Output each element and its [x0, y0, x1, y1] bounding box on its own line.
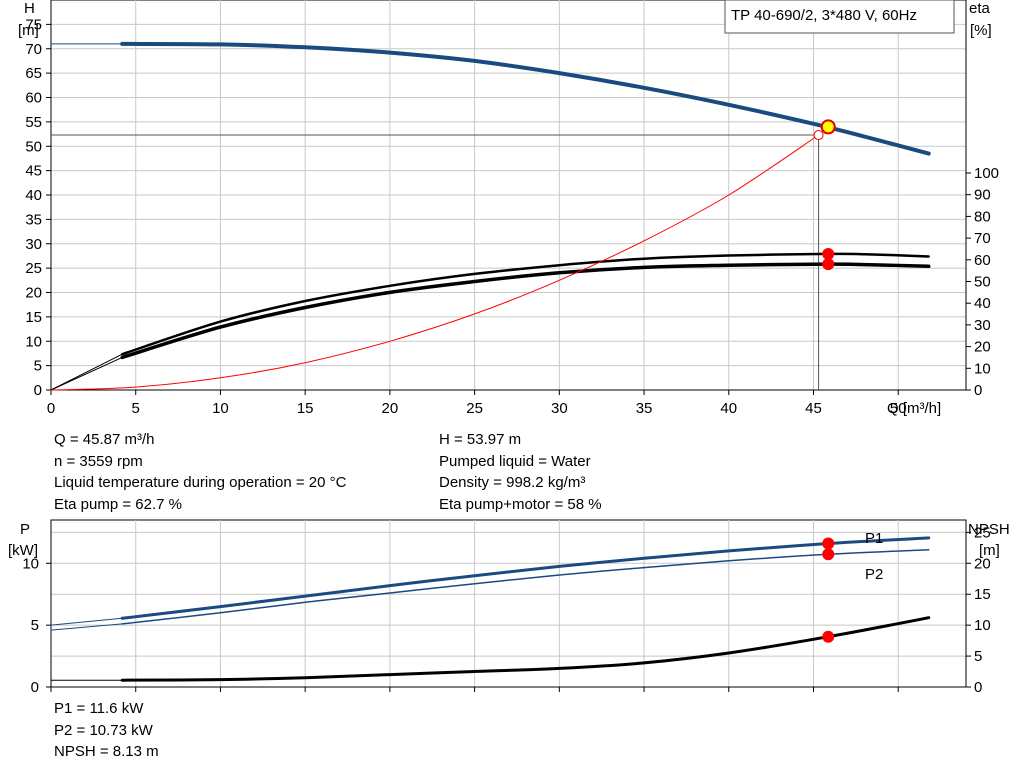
efficiency-marker-0: [822, 247, 835, 260]
npsh-tick-label: 25: [974, 524, 991, 541]
p2-series-label: P2: [865, 566, 883, 583]
info-eta-pump: Eta pump = 62.7 %: [54, 495, 182, 513]
y-right-tick-label: 10: [974, 360, 991, 377]
y-right-tick-label: 0: [974, 382, 982, 399]
x-tick-label: 15: [297, 400, 314, 417]
y-left-tick-label: 5: [34, 358, 42, 375]
chart-title: TP 40-690/2, 3*480 V, 60Hz: [731, 7, 917, 24]
top-series-0: [120, 41, 931, 156]
y-right-tick-label: 60: [974, 252, 991, 269]
y-right-label: eta: [969, 0, 991, 17]
npsh-tick-label: 5: [974, 648, 982, 665]
y-left-tick-label: 25: [25, 260, 42, 277]
power-npsh-chart: 0 5 10 0 5 10 15 20 25 P [kW] NPSH [m] P1 P2: [8, 519, 1010, 696]
bottom-series-3: [50, 623, 123, 631]
duty-point-marker: [820, 119, 836, 135]
y-right-tick-label: 40: [974, 295, 991, 312]
info-npsh: NPSH = 8.13 m: [54, 743, 159, 760]
bottom-series-0: [120, 536, 931, 620]
duty-info-left: Q = 45.87 m³/h n = 3559 rpm Liquid tempe…: [54, 429, 346, 515]
y-left-tick-label: 50: [25, 138, 42, 155]
y-right-tick-label: 70: [974, 230, 991, 247]
npsh-tick-label: 0: [974, 679, 982, 696]
duty-info-right: H = 53.97 m Pumped liquid = Water Densit…: [439, 429, 602, 515]
npsh-axis-unit: [m]: [979, 542, 1000, 559]
npsh-tick-label: 15: [974, 586, 991, 603]
y-right-tick-label: 100: [974, 165, 999, 182]
p-axis-label: P: [20, 521, 30, 538]
title-box: [724, 0, 955, 34]
x-tick-label: 10: [212, 400, 229, 417]
p-tick-label: 0: [31, 679, 39, 696]
power-marker-1: [822, 548, 835, 561]
y-left-tick-label: 35: [25, 211, 42, 228]
p1-series-label: P1: [865, 530, 883, 547]
power-marker-0: [822, 537, 835, 550]
npsh-tick-label: 10: [974, 617, 991, 634]
top-series-6: [50, 134, 820, 391]
y-left-tick-label: 20: [25, 285, 42, 302]
npsh-axis-label: NPSH: [968, 521, 1010, 538]
bottom-series-1: [121, 548, 930, 625]
info-flow: Q = 45.87 m³/h: [54, 431, 155, 448]
x-tick-label: 45: [805, 400, 822, 417]
y-left-unit: [m]: [18, 22, 39, 39]
y-left-tick-label: 30: [25, 236, 42, 253]
info-speed: n = 3559 rpm: [54, 452, 143, 470]
y-left-tick-label: 45: [25, 163, 42, 180]
info-p2: P2 = 10.73 kW: [54, 721, 153, 739]
x-tick-label: 40: [720, 400, 737, 417]
info-head: H = 53.97 m: [439, 431, 522, 448]
y-left-tick-label: 55: [25, 114, 42, 131]
info-pumped-liquid: Pumped liquid = Water: [439, 452, 591, 470]
x-tick-label: 30: [551, 400, 568, 417]
y-left-tick-label: 0: [34, 382, 42, 399]
p-tick-label: 10: [22, 555, 39, 572]
y-left-tick-label: 60: [25, 90, 42, 107]
system-curve-point: [813, 130, 824, 141]
y-left-tick-label: 70: [25, 41, 42, 58]
x-tick-label: 25: [466, 400, 483, 417]
info-density: Density = 998.2 kg/m³: [439, 474, 586, 491]
y-right-tick-label: 80: [974, 208, 991, 225]
x-tick-label: 5: [132, 400, 140, 417]
y-right-tick-label: 20: [974, 339, 991, 356]
y-right-tick-label: 30: [974, 317, 991, 334]
y-right-unit: [%]: [970, 22, 992, 39]
info-liquid-temp: Liquid temperature during operation = 20…: [54, 474, 347, 491]
info-p1: P1 = 11.6 kW: [54, 700, 144, 717]
p-tick-label: 5: [31, 617, 39, 634]
efficiency-marker-1: [822, 258, 835, 271]
bottom-series-4: [120, 616, 931, 682]
y-left-tick-label: 65: [25, 65, 42, 82]
y-left-tick-label: 10: [25, 333, 42, 350]
y-left-label: H: [24, 0, 35, 17]
y-right-tick-label: 50: [974, 274, 991, 291]
bottom-series-2: [50, 617, 123, 626]
x-tick-label: 50: [890, 400, 907, 417]
x-tick-label: 20: [382, 400, 399, 417]
head-efficiency-chart: 0 5 10 15 20 25 30 35 40 45 50 0 5 10 15 20 25 30 35 40 45 50…: [18, 0, 999, 417]
x-tick-label: 0: [47, 400, 55, 417]
y-left-tick-label: 15: [25, 309, 42, 326]
power-info: P1 = 11.6 kW P2 = 10.73 kW NPSH = 8.13 m: [54, 698, 159, 763]
y-left-tick-label: 75: [25, 16, 42, 33]
info-eta-pump-motor: Eta pump+motor = 58 %: [439, 495, 602, 513]
x-tick-label: 35: [636, 400, 653, 417]
y-right-tick-label: 90: [974, 187, 991, 204]
npsh-tick-label: 20: [974, 555, 991, 572]
top-series-5: [50, 356, 123, 391]
x-axis-label: Q [m³/h]: [887, 400, 941, 417]
y-left-tick-label: 40: [25, 187, 42, 204]
power-marker-2: [822, 630, 835, 643]
p-axis-unit: [kW]: [8, 542, 38, 559]
